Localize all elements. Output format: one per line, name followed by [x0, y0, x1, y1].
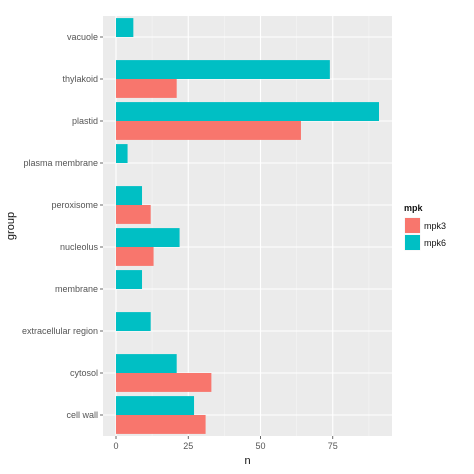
- bar-mpk3: [116, 121, 301, 140]
- y-tick-label: cell wall: [66, 410, 98, 420]
- x-tick-label: 0: [113, 441, 118, 451]
- bar-mpk6: [116, 102, 379, 121]
- y-tick-label: cytosol: [70, 368, 98, 378]
- y-axis-title: group: [5, 212, 17, 240]
- y-tick-label: extracellular region: [22, 326, 98, 336]
- x-axis-tick-labels: 0 25 50 75: [113, 436, 338, 451]
- y-tick-label: plastid: [72, 116, 98, 126]
- y-tick-label: plasma membrane: [23, 158, 98, 168]
- legend-swatch-mpk6: [405, 235, 420, 250]
- y-tick-label: nucleolus: [60, 242, 99, 252]
- bar-mpk3: [116, 205, 151, 224]
- bar-mpk6: [116, 18, 134, 37]
- legend-label-mpk6: mpk6: [424, 238, 446, 248]
- y-axis-tick-labels: vacuole thylakoid plastid plasma membrane pe…: [22, 32, 103, 420]
- bar-mpk3: [116, 415, 206, 434]
- bar-mpk6: [116, 270, 143, 289]
- y-tick-label: thylakoid: [62, 74, 98, 84]
- bar-mpk3: [116, 79, 177, 98]
- x-axis-title: n: [244, 455, 250, 467]
- bar-mpk6: [116, 354, 177, 373]
- bars: [116, 18, 379, 434]
- x-tick-label: 75: [328, 441, 338, 451]
- y-tick-label: peroxisome: [51, 200, 98, 210]
- legend-title: mpk: [404, 203, 424, 213]
- y-tick-label: membrane: [55, 284, 98, 294]
- legend-swatch-mpk3: [405, 218, 420, 233]
- x-tick-label: 50: [255, 441, 265, 451]
- bar-mpk6: [116, 144, 128, 163]
- legend: mpk mpk3 mpk6: [403, 203, 446, 252]
- bar-mpk6: [116, 312, 151, 331]
- bar-mpk3: [116, 373, 212, 392]
- legend-label-mpk3: mpk3: [424, 221, 446, 231]
- bar-mpk3: [116, 247, 154, 266]
- bar-mpk6: [116, 186, 143, 205]
- y-tick-label: vacuole: [67, 32, 98, 42]
- bar-mpk6: [116, 60, 330, 79]
- x-tick-label: 25: [183, 441, 193, 451]
- bar-mpk6: [116, 396, 195, 415]
- bar-mpk6: [116, 228, 180, 247]
